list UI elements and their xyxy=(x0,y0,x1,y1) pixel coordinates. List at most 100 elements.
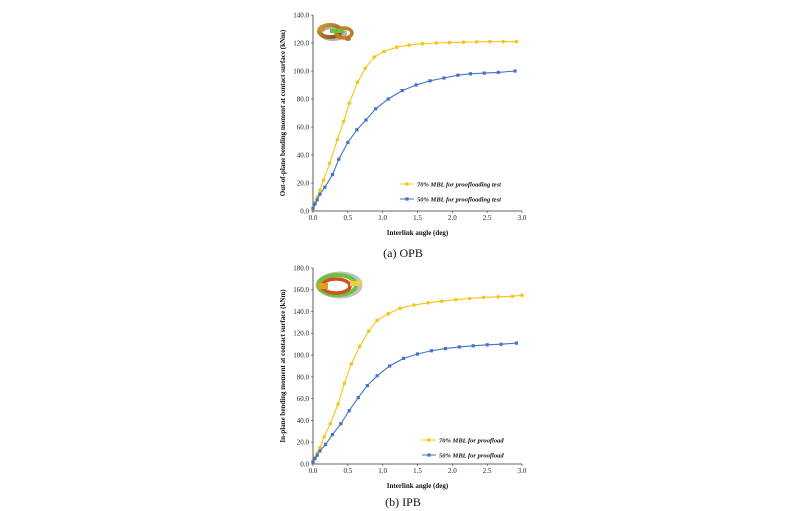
data-point xyxy=(467,296,472,301)
legend-label-50: 50% MBL for proofloading test xyxy=(417,197,501,204)
data-point xyxy=(318,449,322,453)
x-tick-label: 1.5 xyxy=(413,467,422,475)
data-point xyxy=(311,460,315,464)
data-point xyxy=(415,352,420,356)
x-tick-label: 2.5 xyxy=(483,467,492,475)
y-tick-label: 80.0 xyxy=(297,373,310,381)
data-point xyxy=(311,206,315,210)
caption: (a) OPB xyxy=(383,246,423,260)
data-point xyxy=(471,344,475,348)
data-point xyxy=(374,107,378,111)
data-point xyxy=(375,318,379,323)
y-tick-label: 100.0 xyxy=(293,67,309,75)
y-tick-label: 60.0 xyxy=(297,395,310,403)
data-point xyxy=(347,101,352,105)
x-tick-label: 3.0 xyxy=(518,467,527,475)
chart-ipb: 0.0 0.5 1.0 1.5 2.0 2.5 3.0 0.0 20.0 40.0 60.0 80.… xyxy=(279,264,527,509)
data-point xyxy=(357,344,362,349)
series-layer xyxy=(311,293,524,464)
data-point xyxy=(514,341,519,345)
y-axis-label: Out-of-plane bending moment at contact s… xyxy=(279,29,287,196)
data-point xyxy=(468,72,473,76)
data-point xyxy=(407,43,411,47)
x-tick-label: 0.5 xyxy=(343,467,352,475)
data-point xyxy=(347,409,351,413)
x-tick-label: 2.5 xyxy=(483,214,492,222)
y-tick-label: 100.0 xyxy=(293,352,309,360)
data-point xyxy=(363,66,368,70)
chain-link-inset-image xyxy=(317,23,354,41)
data-point xyxy=(337,157,341,161)
legend-label-50: 50% MBL for proofload xyxy=(439,453,504,460)
data-point xyxy=(323,442,328,446)
x-tick-label: 1.0 xyxy=(378,214,387,222)
y-tick-label: 40.0 xyxy=(297,417,310,425)
data-point xyxy=(330,433,335,437)
data-point xyxy=(336,402,340,406)
data-point xyxy=(501,39,505,44)
data-point xyxy=(474,40,479,44)
legend-marker-70 xyxy=(427,438,431,442)
data-point xyxy=(355,80,360,84)
y-tick-label: 140.0 xyxy=(293,11,309,19)
data-point xyxy=(420,41,425,46)
data-point xyxy=(365,384,369,388)
x-tick-label: 0.0 xyxy=(309,214,318,222)
data-point xyxy=(447,40,452,45)
data-point xyxy=(400,89,404,93)
x-tick-label: 2.0 xyxy=(448,214,457,222)
data-point xyxy=(342,381,347,386)
data-point xyxy=(322,434,326,439)
data-point xyxy=(398,306,402,311)
data-point xyxy=(485,343,489,347)
x-tick-label: 0.0 xyxy=(309,467,318,475)
data-point xyxy=(440,299,444,304)
data-point xyxy=(514,39,519,44)
data-point xyxy=(457,345,461,349)
data-point xyxy=(366,329,371,333)
y-axis-label: In-plane bending moment at contact surfa… xyxy=(279,289,287,443)
data-point xyxy=(356,395,360,400)
data-point xyxy=(388,364,392,368)
y-tick-label: 180.0 xyxy=(293,264,309,272)
data-point xyxy=(488,39,492,44)
data-point xyxy=(323,185,327,189)
data-point xyxy=(382,49,386,54)
y-tick-label: 80.0 xyxy=(297,95,310,103)
y-tick-labels: 0.0 20.0 40.0 60.0 80.0 100.0 120.0 140.0 160.0 1… xyxy=(293,264,313,468)
y-tick-label: 20.0 xyxy=(297,179,310,187)
data-point xyxy=(426,301,430,305)
y-tick-label: 20.0 xyxy=(297,439,310,447)
data-point xyxy=(335,137,340,142)
y-tick-label: 120.0 xyxy=(293,330,309,338)
legend-marker-50 xyxy=(405,197,409,201)
data-point xyxy=(386,97,390,101)
data-point xyxy=(313,202,317,206)
data-point xyxy=(510,294,515,299)
data-point xyxy=(443,346,447,351)
x-tick-label: 0.5 xyxy=(343,214,352,222)
data-point xyxy=(372,55,377,59)
data-point xyxy=(315,453,319,457)
legend-marker-50 xyxy=(427,453,431,457)
data-point xyxy=(328,421,333,426)
y-tick-label: 0.0 xyxy=(300,207,309,215)
data-point xyxy=(461,40,466,44)
data-point xyxy=(321,178,326,182)
data-point xyxy=(313,456,317,461)
legend-label-70: 70% MBL for proofload xyxy=(439,438,504,445)
y-tick-label: 140.0 xyxy=(293,308,309,316)
data-point xyxy=(496,70,500,74)
y-tick-label: 60.0 xyxy=(297,123,310,131)
data-point xyxy=(339,422,343,426)
x-tick-labels: 0.0 0.5 1.0 1.5 2.0 2.5 3.0 xyxy=(309,211,527,222)
data-point xyxy=(349,362,354,366)
data-point xyxy=(330,173,335,177)
y-tick-label: 40.0 xyxy=(297,151,310,159)
data-point xyxy=(428,79,432,83)
y-tick-label: 120.0 xyxy=(293,39,309,47)
legend-marker-70 xyxy=(405,182,409,186)
legend: 70% MBL for proofloading test 50% MBL fo… xyxy=(400,182,501,204)
x-tick-label: 1.5 xyxy=(413,214,422,222)
data-point xyxy=(341,119,346,124)
